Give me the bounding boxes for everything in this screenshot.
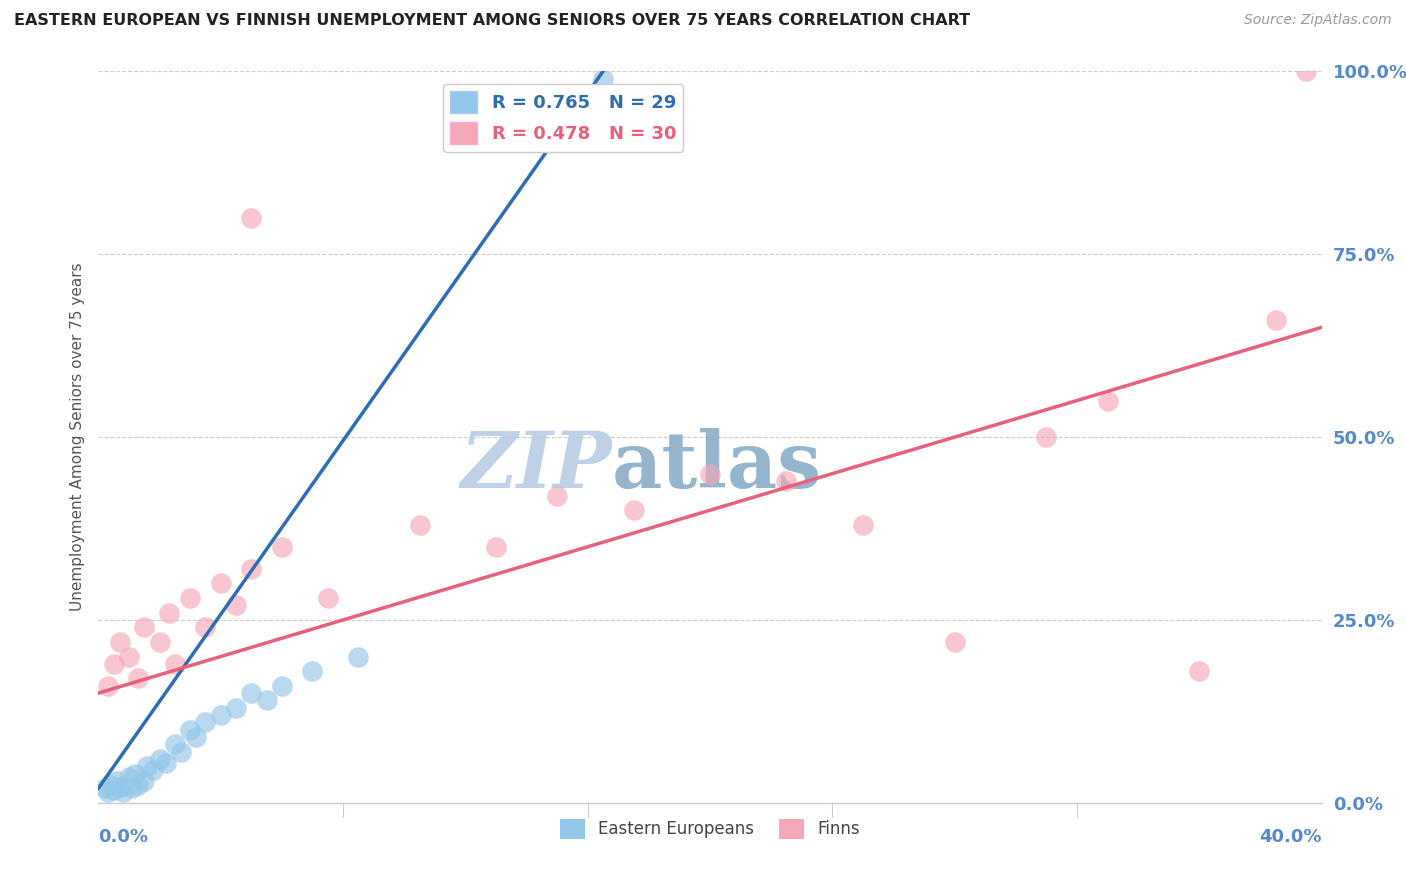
Point [699,467,721,481]
Point [179,591,201,605]
Point [149,635,172,649]
Point [103,782,125,797]
Point [1264,313,1286,327]
Point [155,756,177,770]
Point [546,489,568,503]
Point [592,71,614,86]
Point [240,562,263,576]
Point [194,715,217,730]
Point [118,649,141,664]
Point [121,781,143,796]
Point [103,657,125,671]
Point [301,664,323,678]
Point [1188,664,1211,678]
Text: EASTERN EUROPEAN VS FINNISH UNEMPLOYMENT AMONG SENIORS OVER 75 YEARS CORRELATION: EASTERN EUROPEAN VS FINNISH UNEMPLOYMENT… [14,13,970,29]
Point [97,785,120,799]
Text: ZIP: ZIP [461,428,612,505]
Point [240,686,263,700]
Point [186,730,208,744]
Point [108,635,131,649]
Point [118,770,141,784]
Point [775,474,797,488]
Point [270,540,294,554]
Point [127,778,149,792]
Legend: Eastern Europeans, Finns: Eastern Europeans, Finns [553,812,868,846]
Point [124,766,146,780]
Point [163,737,186,751]
Point [1097,393,1119,408]
Point [127,672,149,686]
Point [163,657,186,671]
Point [408,517,430,532]
Point [256,693,278,707]
Point [134,620,156,634]
Y-axis label: Unemployment Among Seniors over 75 years: Unemployment Among Seniors over 75 years [69,263,84,611]
Point [316,591,339,605]
Point [240,211,263,225]
Point [100,778,122,792]
Text: atlas: atlas [612,428,823,504]
Text: 40.0%: 40.0% [1260,828,1322,846]
Point [170,745,193,759]
Point [179,723,201,737]
Point [1295,64,1317,78]
Point [270,679,294,693]
Point [105,773,128,788]
Point [209,576,232,591]
Point [943,635,966,649]
Point [136,759,159,773]
Point [852,517,875,532]
Point [485,540,508,554]
Point [108,780,131,794]
Point [97,679,120,693]
Point [194,620,217,634]
Point [347,649,370,664]
Point [225,599,247,613]
Point [142,763,165,777]
Point [1035,430,1057,444]
Point [93,781,115,796]
Point [623,503,645,517]
Text: Source: ZipAtlas.com: Source: ZipAtlas.com [1244,13,1392,28]
Point [225,700,247,714]
Point [157,606,180,620]
Text: 0.0%: 0.0% [98,828,149,846]
Point [111,785,134,799]
Point [134,773,156,788]
Point [209,708,232,723]
Point [149,752,172,766]
